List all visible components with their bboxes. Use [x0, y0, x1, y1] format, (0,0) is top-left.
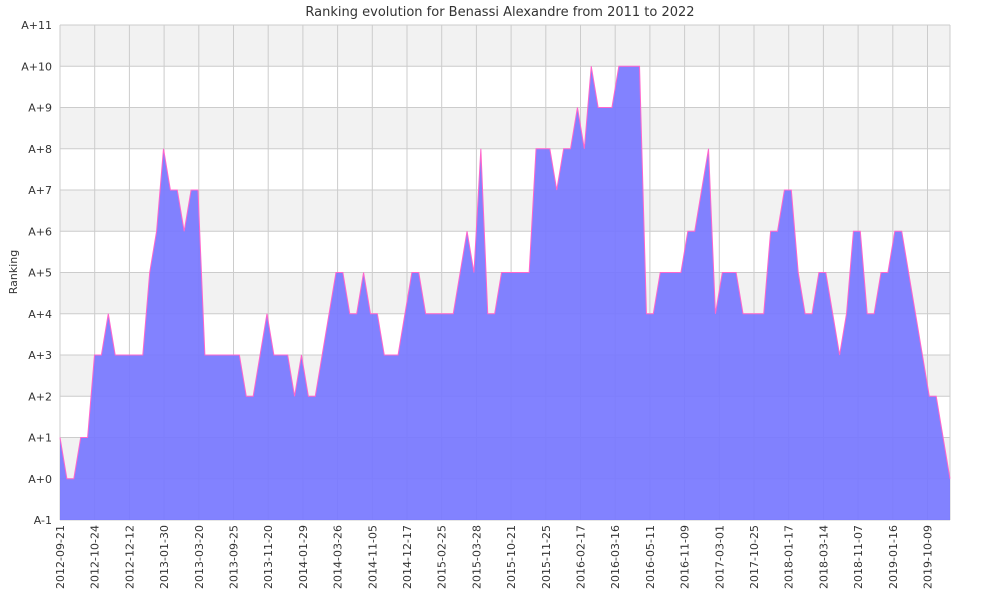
x-tick-labels: 2012-09-21 2012-10-24 2012-12-12 2013-01-30…	[54, 525, 935, 589]
y-tick-label: A+2	[28, 390, 52, 403]
x-tick-label: 2014-01-29	[297, 525, 310, 589]
x-tick-label: 2017-03-01	[713, 525, 726, 589]
grid-band	[60, 190, 950, 232]
y-tick-label: A+10	[21, 60, 52, 73]
series-line	[59, 65, 951, 480]
y-tick-label: A+7	[28, 184, 52, 197]
y-tick-label: A+1	[28, 432, 52, 445]
x-tick-label: 2012-10-24	[89, 525, 102, 589]
x-tick-label: 2019-10-09	[922, 525, 935, 589]
y-tick-label: A+4	[28, 308, 52, 321]
x-tick-label: 2015-03-28	[470, 525, 483, 589]
grid-band	[60, 107, 950, 149]
grid-band	[60, 25, 950, 67]
x-tick-label: 2013-11-20	[262, 525, 275, 589]
y-tick-label: A+5	[28, 267, 52, 280]
y-tick-label: A+6	[28, 225, 52, 238]
x-tick-label: 2016-05-11	[644, 525, 657, 589]
y-tick-labels: A-1 A+0 A+1 A+2 A+3 A+4 A+5 A+6 A+7 A+8 A+9 A+10 A+1…	[21, 19, 52, 527]
x-tick-label: 2018-11-07	[852, 525, 865, 589]
y-tick-label: A-1	[34, 514, 52, 527]
x-tick-label: 2013-09-25	[228, 525, 241, 589]
series-area-group	[59, 65, 951, 520]
grid-band	[60, 148, 950, 190]
y-tick-label: A+0	[28, 473, 52, 486]
x-tick-label: 2017-10-25	[748, 525, 761, 589]
y-tick-label: A+3	[28, 349, 52, 362]
x-tick-label: 2012-12-12	[123, 525, 136, 589]
x-tick-label: 2016-02-17	[575, 525, 588, 589]
x-tick-label: 2019-01-16	[887, 525, 900, 589]
y-tick-label: A+9	[28, 102, 52, 115]
series-area	[60, 66, 950, 520]
y-axis-label: Ranking	[7, 250, 20, 295]
x-tick-label: 2012-09-21	[54, 525, 67, 589]
x-tick-label: 2015-02-25	[436, 525, 449, 589]
x-tick-label: 2018-01-17	[783, 525, 796, 589]
x-tick-label: 2015-11-25	[540, 525, 553, 589]
x-tick-label: 2016-11-09	[679, 525, 692, 589]
x-tick-label: 2014-03-26	[332, 525, 345, 589]
x-tick-label: 2013-01-30	[158, 525, 171, 589]
x-tick-label: 2014-12-17	[401, 525, 414, 589]
x-tick-label: 2014-11-05	[366, 525, 379, 589]
x-tick-label: 2015-10-21	[505, 525, 518, 589]
x-tick-label: 2016-03-16	[609, 525, 622, 589]
grid-band	[60, 66, 950, 108]
y-tick-label: A+8	[28, 143, 52, 156]
y-tick-label: A+11	[21, 19, 52, 32]
x-tick-label: 2018-03-14	[817, 525, 830, 589]
grid-band	[60, 231, 950, 273]
x-tick-label: 2013-03-20	[193, 525, 206, 589]
chart-title: Ranking evolution for Benassi Alexandre …	[305, 5, 694, 20]
